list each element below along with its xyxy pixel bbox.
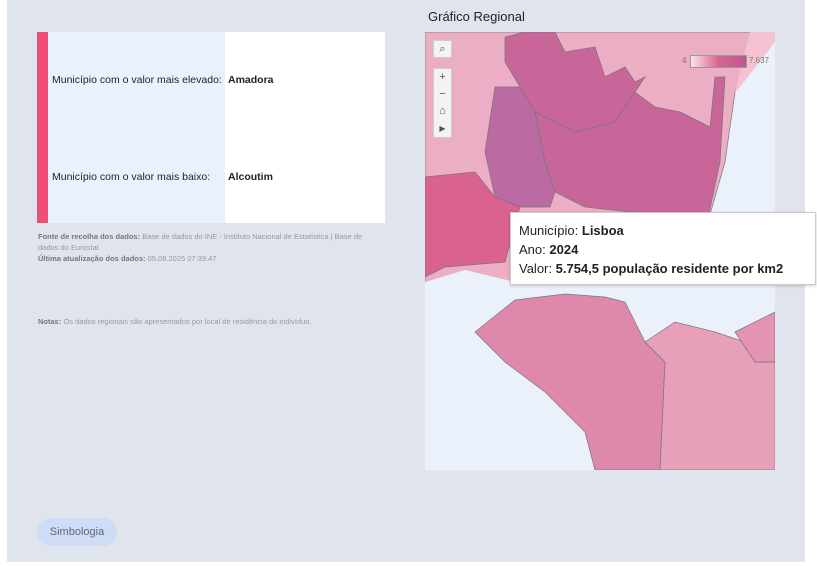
tooltip: Município: Lisboa Ano: 2024 Valor: 5.754… (510, 212, 816, 285)
region-barreiro (734, 311, 775, 363)
tooltip-value: 5.754,5 população residente por km2 (555, 261, 784, 276)
highest-value: Amadora (228, 74, 274, 86)
search-button[interactable]: ⌕ (433, 40, 452, 58)
region-almada[interactable] (474, 293, 666, 470)
source-info: Fonte de recolha dos dados: Base de dado… (38, 232, 363, 263)
play-icon[interactable]: ▶ (439, 124, 446, 133)
tooltip-year: 2024 (549, 242, 579, 257)
legend-max: 7.637 (749, 56, 770, 65)
notes: Notas: Os dados regionais são apresentad… (38, 317, 312, 326)
tooltip-municipality: Lisboa (581, 223, 624, 238)
color-legend (690, 55, 747, 68)
simbologia-button[interactable]: Simbologia (37, 518, 117, 546)
accent-bar (37, 32, 48, 223)
region-vila-franca[interactable] (534, 76, 726, 233)
home-icon[interactable]: ⌂ (439, 105, 446, 117)
map-title: Gráfico Regional (428, 9, 525, 24)
region-northeast (735, 32, 775, 92)
lowest-label: Município com o valor mais baixo: (52, 171, 211, 183)
zoom-in-button[interactable]: + (439, 71, 446, 83)
summary-card: Município com o valor mais elevado: Amad… (37, 32, 385, 223)
map-controls: + − ⌂ ▶ (433, 68, 452, 138)
map-shapes (425, 32, 775, 470)
highest-label: Município com o valor mais elevado: (52, 74, 222, 86)
zoom-out-button[interactable]: − (439, 88, 446, 100)
legend-min: 4 (682, 56, 687, 65)
search-icon: ⌕ (439, 43, 446, 55)
lowest-value: Alcoutim (228, 171, 273, 183)
region-lisboa[interactable] (484, 86, 556, 208)
